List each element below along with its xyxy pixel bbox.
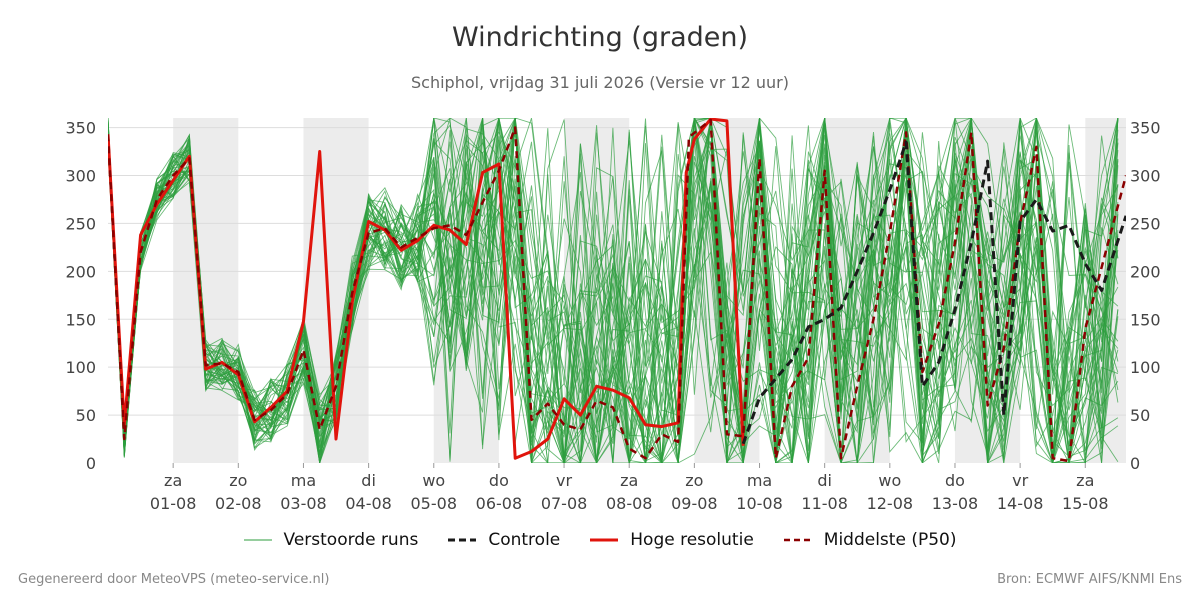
y-tick-left-50: 50 (76, 406, 96, 425)
x-tick-day-1: zo (229, 471, 247, 490)
x-tick-date-4: 05-08 (411, 494, 458, 513)
legend-item-high-res: Hoge resolutie (590, 530, 754, 550)
x-tick-date-14: 15-08 (1062, 494, 1109, 513)
y-tick-left-350: 350 (65, 119, 96, 138)
chart-legend: Verstoorde runs Controle Hoge resolutie … (0, 530, 1200, 550)
ensemble-run-46 (108, 118, 1119, 463)
ensemble-run-45 (108, 118, 1119, 463)
x-tick-date-3: 04-08 (345, 494, 392, 513)
y-tick-left-200: 200 (65, 262, 96, 281)
x-tick-day-12: do (945, 471, 965, 490)
ensemble-run-44 (108, 118, 1119, 463)
y-tick-left-300: 300 (65, 167, 96, 186)
legend-label-high-res: Hoge resolutie (630, 530, 754, 550)
x-tick-day-11: wo (878, 471, 901, 490)
ensemble-run-21 (108, 118, 1119, 463)
y-tick-right-50: 50 (1130, 406, 1150, 425)
x-tick-date-5: 06-08 (476, 494, 523, 513)
series-line-1 (108, 118, 1126, 463)
x-tick-day-10: di (817, 471, 832, 490)
series-line-2 (741, 140, 1126, 445)
x-tick-date-8: 09-08 (671, 494, 718, 513)
y-tick-left-150: 150 (65, 310, 96, 329)
chart-subtitle: Schiphol, vrijdag 31 juli 2026 (Versie v… (411, 73, 789, 92)
legend-swatch-high-res (590, 538, 619, 542)
y-tick-right-250: 250 (1130, 214, 1161, 233)
y-tick-right-200: 200 (1130, 262, 1161, 281)
x-tick-day-8: zo (685, 471, 703, 490)
y-tick-right-0: 0 (1130, 454, 1140, 473)
legend-item-control: Controle (448, 530, 560, 550)
y-tick-right-350: 350 (1130, 119, 1161, 138)
x-tick-date-2: 03-08 (280, 494, 327, 513)
x-tick-day-3: di (361, 471, 376, 490)
y-tick-right-300: 300 (1130, 167, 1161, 186)
x-tick-day-0: za (164, 471, 182, 490)
ensemble-run-41 (108, 118, 1119, 463)
chart-title: Windrichting (graden) (451, 22, 749, 53)
x-tick-day-5: do (489, 471, 509, 490)
legend-item-median: Middelste (P50) (783, 530, 957, 550)
x-tick-date-13: 14-08 (997, 494, 1044, 513)
y-tick-left-100: 100 (65, 358, 96, 377)
x-tick-day-6: vr (556, 471, 572, 490)
footer-generated-by: Gegenereerd door MeteoVPS (meteo-service… (18, 572, 330, 587)
x-tick-day-13: vr (1012, 471, 1028, 490)
ensemble-run-43 (108, 118, 1119, 463)
x-tick-date-12: 13-08 (932, 494, 979, 513)
ensemble-run-38 (108, 118, 1119, 463)
ensemble-run-39 (108, 118, 1119, 463)
x-tick-day-9: ma (747, 471, 772, 490)
legend-label-ensemble: Verstoorde runs (283, 530, 419, 550)
ensemble-run-32 (108, 118, 1119, 463)
x-tick-day-7: za (620, 471, 638, 490)
y-tick-left-250: 250 (65, 214, 96, 233)
x-tick-day-2: ma (291, 471, 316, 490)
x-tick-day-14: za (1076, 471, 1094, 490)
legend-swatch-control (448, 538, 477, 542)
x-tick-date-6: 07-08 (541, 494, 588, 513)
x-tick-date-10: 11-08 (801, 494, 848, 513)
x-tick-date-1: 02-08 (215, 494, 262, 513)
x-tick-day-4: wo (422, 471, 445, 490)
legend-item-ensemble: Verstoorde runs (243, 530, 419, 550)
legend-swatch-median (783, 538, 812, 542)
y-tick-left-0: 0 (86, 454, 96, 473)
legend-label-median: Middelste (P50) (823, 530, 957, 550)
footer-source: Bron: ECMWF AIFS/KNMI Ens (997, 572, 1182, 587)
x-tick-date-0: 01-08 (150, 494, 197, 513)
ensemble-run-49 (108, 118, 1119, 463)
y-tick-right-150: 150 (1130, 310, 1161, 329)
ensemble-run-2 (108, 118, 1119, 463)
x-tick-date-11: 12-08 (867, 494, 914, 513)
ensemble-run-18 (108, 118, 1119, 463)
ensemble-run-29 (108, 118, 1119, 463)
legend-label-control: Controle (488, 530, 561, 550)
x-tick-date-7: 08-08 (606, 494, 653, 513)
x-tick-date-9: 10-08 (736, 494, 783, 513)
y-tick-right-100: 100 (1130, 358, 1161, 377)
legend-swatch-ensemble (243, 539, 272, 541)
